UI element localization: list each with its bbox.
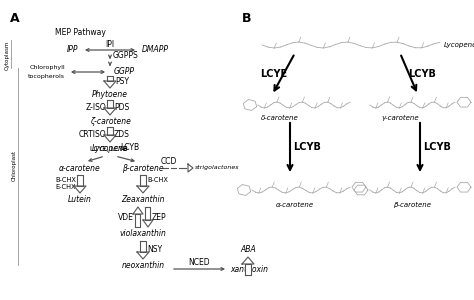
Text: PSY: PSY: [115, 77, 129, 86]
Polygon shape: [107, 100, 113, 108]
Text: LCYB: LCYB: [408, 69, 436, 79]
Text: B: B: [242, 12, 252, 25]
Text: B-CHX: B-CHX: [147, 177, 168, 183]
Text: Chlorophyll: Chlorophyll: [29, 65, 65, 70]
Text: neoxanthin: neoxanthin: [121, 261, 164, 270]
Text: NCED: NCED: [189, 258, 210, 267]
Text: B-CHX: B-CHX: [55, 177, 76, 183]
Text: MEP Pathway: MEP Pathway: [55, 28, 106, 37]
Polygon shape: [77, 175, 83, 186]
Polygon shape: [107, 76, 113, 81]
Text: ABA: ABA: [240, 245, 256, 254]
Text: ζ-carotene: ζ-carotene: [90, 117, 130, 126]
Text: LCYB: LCYB: [423, 142, 451, 152]
Text: CCD: CCD: [161, 157, 177, 166]
Text: strigolactones: strigolactones: [195, 166, 239, 170]
Polygon shape: [143, 220, 153, 227]
Polygon shape: [104, 135, 116, 142]
Text: VDE: VDE: [118, 212, 134, 221]
Text: E-CHX: E-CHX: [55, 184, 76, 190]
Text: IPI: IPI: [105, 40, 115, 49]
Polygon shape: [140, 175, 146, 186]
Text: violaxanthin: violaxanthin: [119, 229, 166, 238]
Polygon shape: [137, 252, 149, 259]
Text: α-carotene: α-carotene: [59, 164, 101, 173]
Polygon shape: [242, 257, 254, 264]
Text: tocopherols: tocopherols: [28, 74, 65, 79]
Text: LCYB: LCYB: [120, 143, 139, 152]
Text: ZEP: ZEP: [152, 212, 167, 221]
Text: LCYB: LCYB: [293, 142, 321, 152]
Text: γ-carotene: γ-carotene: [381, 115, 419, 121]
Text: β-carotene: β-carotene: [122, 164, 164, 173]
Text: Lutein: Lutein: [68, 195, 92, 204]
Text: DMAPP: DMAPP: [142, 46, 169, 55]
Text: β-carotene: β-carotene: [393, 202, 431, 208]
Text: CRTISO: CRTISO: [78, 130, 106, 139]
Polygon shape: [137, 186, 149, 193]
Text: Chloroplast: Chloroplast: [11, 149, 17, 181]
Text: Cytoplasm: Cytoplasm: [4, 40, 9, 70]
Polygon shape: [188, 164, 193, 172]
Polygon shape: [146, 207, 151, 220]
Polygon shape: [104, 81, 116, 88]
Polygon shape: [140, 241, 146, 252]
Text: ZDS: ZDS: [114, 130, 130, 139]
Text: PDS: PDS: [114, 103, 129, 112]
Polygon shape: [107, 127, 113, 135]
Text: Zeaxanthin: Zeaxanthin: [121, 195, 165, 204]
Text: A: A: [10, 12, 19, 25]
Text: LCYE: LCYE: [260, 69, 287, 79]
Text: GGPPS: GGPPS: [113, 52, 139, 61]
Polygon shape: [74, 186, 86, 193]
Text: Lycopene: Lycopene: [91, 144, 128, 153]
Text: IPP: IPP: [66, 46, 78, 55]
Polygon shape: [104, 108, 116, 115]
Polygon shape: [133, 207, 143, 214]
Text: δ-carotene: δ-carotene: [261, 115, 299, 121]
Text: Lycopene: Lycopene: [444, 42, 474, 48]
Polygon shape: [136, 214, 140, 227]
Text: xanthoxin: xanthoxin: [230, 265, 268, 274]
Text: α-carotene: α-carotene: [276, 202, 314, 208]
Text: GGPP: GGPP: [114, 68, 135, 76]
Text: Z-ISO: Z-ISO: [85, 103, 106, 112]
Polygon shape: [245, 264, 251, 275]
Text: LCYE, LCYB: LCYE, LCYB: [90, 146, 127, 152]
Text: NSY: NSY: [147, 245, 162, 254]
Text: Phytoene: Phytoene: [92, 90, 128, 99]
